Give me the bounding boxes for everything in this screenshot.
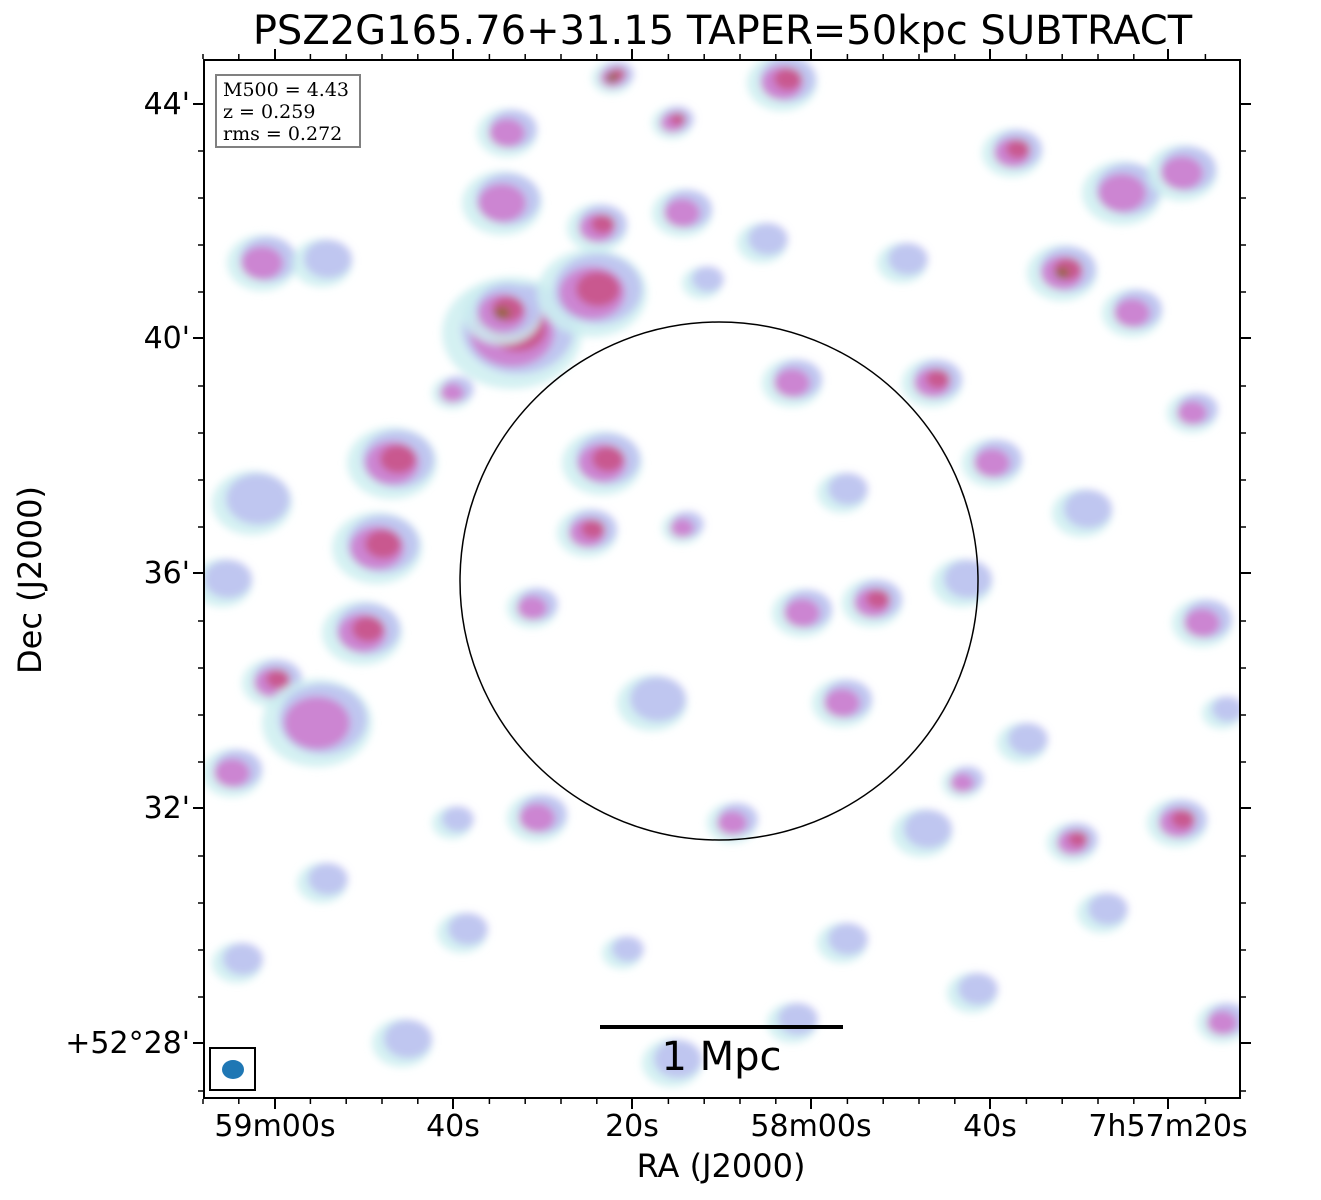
radio-map-image [205, 61, 1239, 1087]
emission-blob [576, 271, 620, 307]
xtick-label: 20s [605, 1109, 659, 1144]
emission-blob [494, 306, 510, 320]
xtick-label: 40s [426, 1109, 480, 1144]
emission-blob [448, 913, 488, 945]
emission-blob [241, 246, 283, 280]
emission-blob [784, 598, 820, 628]
beam-box [209, 1047, 256, 1091]
ytick-label: 36' [143, 556, 190, 591]
m500-text: M500 = 4.43 [223, 79, 350, 101]
beam-ellipse-icon [222, 1060, 244, 1079]
emission-blob [517, 596, 547, 620]
emission-blob [380, 444, 416, 474]
r500-circle [459, 321, 979, 841]
emission-blob [748, 223, 788, 255]
emission-blob [888, 243, 928, 275]
emission-blob [926, 369, 950, 389]
emission-blob [828, 473, 868, 505]
emission-blob [1068, 831, 1088, 847]
ytick-label: 40' [143, 321, 190, 356]
emission-blob [778, 1003, 818, 1035]
emission-blob [824, 688, 860, 718]
emission-blob [866, 589, 890, 609]
emission-blob [440, 383, 464, 403]
ytick-label: 44' [143, 87, 190, 122]
emission-blob [442, 806, 474, 832]
emission-blob [958, 973, 998, 1005]
emission-blob [717, 811, 747, 835]
emission-blob [950, 773, 974, 793]
emission-blob [1088, 893, 1128, 925]
emission-blob [1212, 696, 1239, 722]
emission-blob [1008, 723, 1048, 755]
emission-blob [774, 67, 802, 91]
emission-blob [974, 448, 1010, 478]
emission-blob [1055, 267, 1069, 279]
ytick-label: +52°28' [65, 1026, 190, 1061]
emission-blob [592, 446, 624, 472]
emission-blob [478, 183, 526, 223]
scale-bar-label: 1 Mpc [661, 1034, 782, 1080]
rms-text: rms = 0.272 [223, 123, 343, 145]
emission-blob [1207, 1011, 1237, 1035]
cluster-info-box: M500 = 4.43 z = 0.259 rms = 0.272 [215, 74, 361, 148]
emission-blob [1184, 608, 1220, 638]
emission-blob [1177, 401, 1207, 425]
emission-blob [612, 936, 644, 962]
radio-map [203, 59, 1241, 1099]
emission-blob [670, 518, 694, 538]
emission-blob [1171, 809, 1195, 829]
emission-blob [581, 519, 605, 539]
emission-blob [214, 758, 250, 788]
emission-blob [828, 923, 868, 955]
ytick-label: 32' [143, 791, 190, 826]
emission-blob [384, 1019, 432, 1059]
emission-blob [489, 118, 525, 148]
emission-blob [365, 529, 401, 559]
emission-blob [304, 239, 352, 279]
emission-blob [774, 368, 810, 398]
xtick-label: 59m00s [214, 1109, 336, 1144]
emission-blob [352, 616, 384, 642]
xtick-label: 58m00s [750, 1109, 872, 1144]
emission-blob [1114, 298, 1150, 328]
emission-blob [944, 559, 992, 599]
emission-blob [308, 863, 348, 895]
xtick-label: 7h57m20s [1088, 1109, 1248, 1144]
emission-blob [654, 1039, 702, 1079]
scale-bar [600, 1025, 843, 1029]
emission-blob [1006, 139, 1030, 159]
emission-blob [226, 473, 290, 525]
xtick-label: 40s [963, 1109, 1017, 1144]
emission-blob [205, 559, 252, 599]
emission-blob [519, 803, 555, 833]
emission-blob [1161, 156, 1203, 190]
emission-blob [591, 214, 615, 234]
emission-blob [606, 73, 618, 83]
emission-blob [630, 676, 686, 722]
emission-blob [1098, 173, 1146, 213]
emission-blob [1064, 489, 1112, 529]
emission-blob [266, 669, 290, 689]
plot-title: PSZ2G165.76+31.15 TAPER=50kpc SUBTRACT [252, 8, 1193, 54]
emission-blob [284, 696, 350, 750]
redshift-text: z = 0.259 [223, 101, 316, 123]
emission-blob [223, 943, 263, 975]
y-axis-label: Dec (J2000) [11, 486, 49, 674]
emission-blob [664, 198, 700, 228]
emission-blob [692, 266, 724, 292]
emission-blob [670, 112, 686, 126]
x-axis-label: RA (J2000) [636, 1147, 806, 1185]
emission-blob [904, 809, 952, 849]
